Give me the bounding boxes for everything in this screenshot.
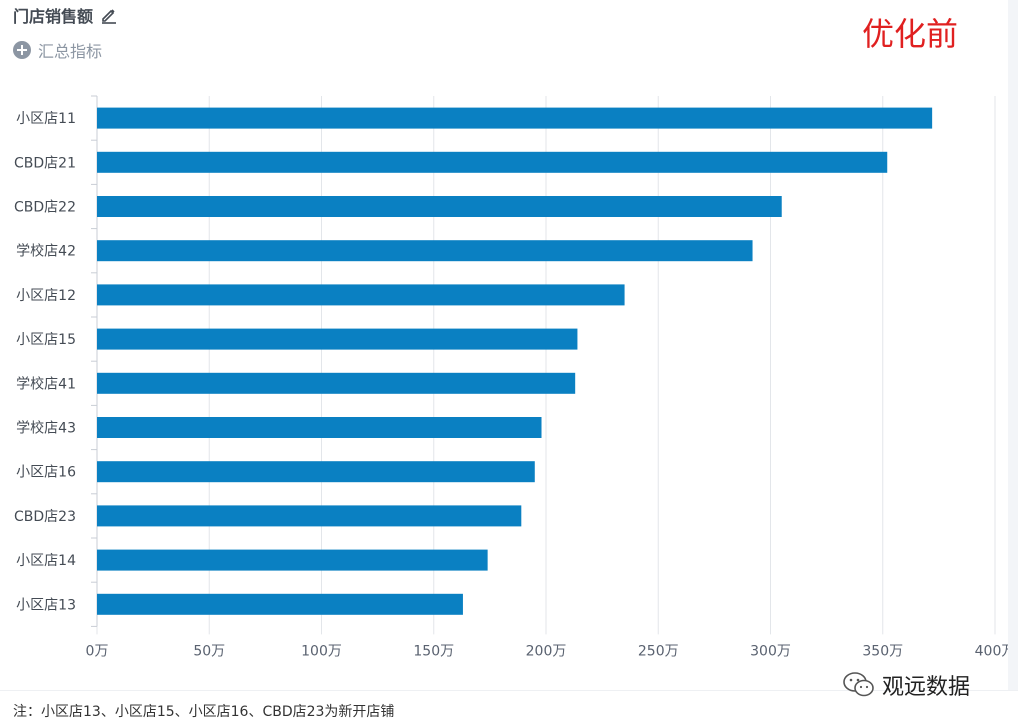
bar: [97, 240, 753, 262]
x-tick-label: 250万: [638, 643, 679, 659]
x-tick-label: 100万: [301, 643, 342, 659]
y-tick-label: 学校店41: [16, 375, 76, 392]
x-tick-label: 300万: [750, 643, 791, 659]
before-optimization-label: 优化前: [862, 15, 959, 53]
x-tick-label: 150万: [413, 643, 454, 659]
x-tick-label: 50万: [193, 643, 225, 659]
footnote: 注：小区店13、小区店15、小区店16、CBD店23为新开店铺: [13, 704, 395, 720]
side-strip: [1008, 0, 1018, 690]
y-tick-label: 学校店42: [16, 243, 76, 260]
footer: 注：小区店13、小区店15、小区店16、CBD店23为新开店铺 观远数据: [0, 672, 1018, 728]
x-tick-label: 350万: [862, 643, 903, 659]
bar: [97, 151, 888, 173]
bar: [97, 417, 542, 438]
x-tick-label: 200万: [526, 643, 567, 659]
bar-chart: 0万 50万 100万 150万 200万 250万 300万 350万 400万 小区店11 CB…: [14, 95, 1008, 659]
bar: [97, 505, 522, 527]
y-tick-label: 小区店16: [16, 465, 76, 481]
summary-metric-label: 汇总指标: [38, 42, 103, 61]
bar: [97, 372, 576, 394]
y-tick-label: CBD店23: [14, 509, 76, 525]
y-tick-label: CBD店21: [14, 155, 76, 171]
y-tick-label: 小区店12: [16, 288, 76, 304]
y-tick-label: 学校店43: [16, 420, 76, 437]
bar: [97, 593, 463, 615]
bar: [97, 549, 488, 571]
y-tick-label: 小区店13: [16, 597, 76, 613]
title-row: 门店销售额: [13, 3, 118, 27]
bar: [97, 284, 625, 306]
y-tick-label: CBD店22: [14, 200, 76, 216]
chart-title: 门店销售额: [13, 7, 94, 26]
add-summary-metric-button[interactable]: 汇总指标: [13, 38, 102, 62]
y-tick-label: 小区店14: [16, 553, 76, 569]
x-tick-label: 400万: [975, 643, 1008, 659]
watermark: 观远数据: [842, 669, 970, 701]
bar: [97, 461, 535, 483]
bar: [97, 196, 782, 217]
bar: [97, 107, 933, 129]
y-tick-label: 小区店11: [16, 111, 76, 127]
chart-panel: 门店销售额 汇总指标 优化前 0万 50万 100万 150万 200万 250万 300万…: [13, 3, 1008, 660]
watermark-label: 观远数据: [882, 675, 971, 700]
pencil-icon[interactable]: [100, 6, 118, 24]
y-tick-label: 小区店15: [16, 332, 76, 348]
plus-circle-icon: [13, 41, 31, 59]
x-tick-label: 0万: [86, 643, 109, 659]
bar: [97, 328, 578, 350]
wechat-icon: [843, 672, 874, 697]
